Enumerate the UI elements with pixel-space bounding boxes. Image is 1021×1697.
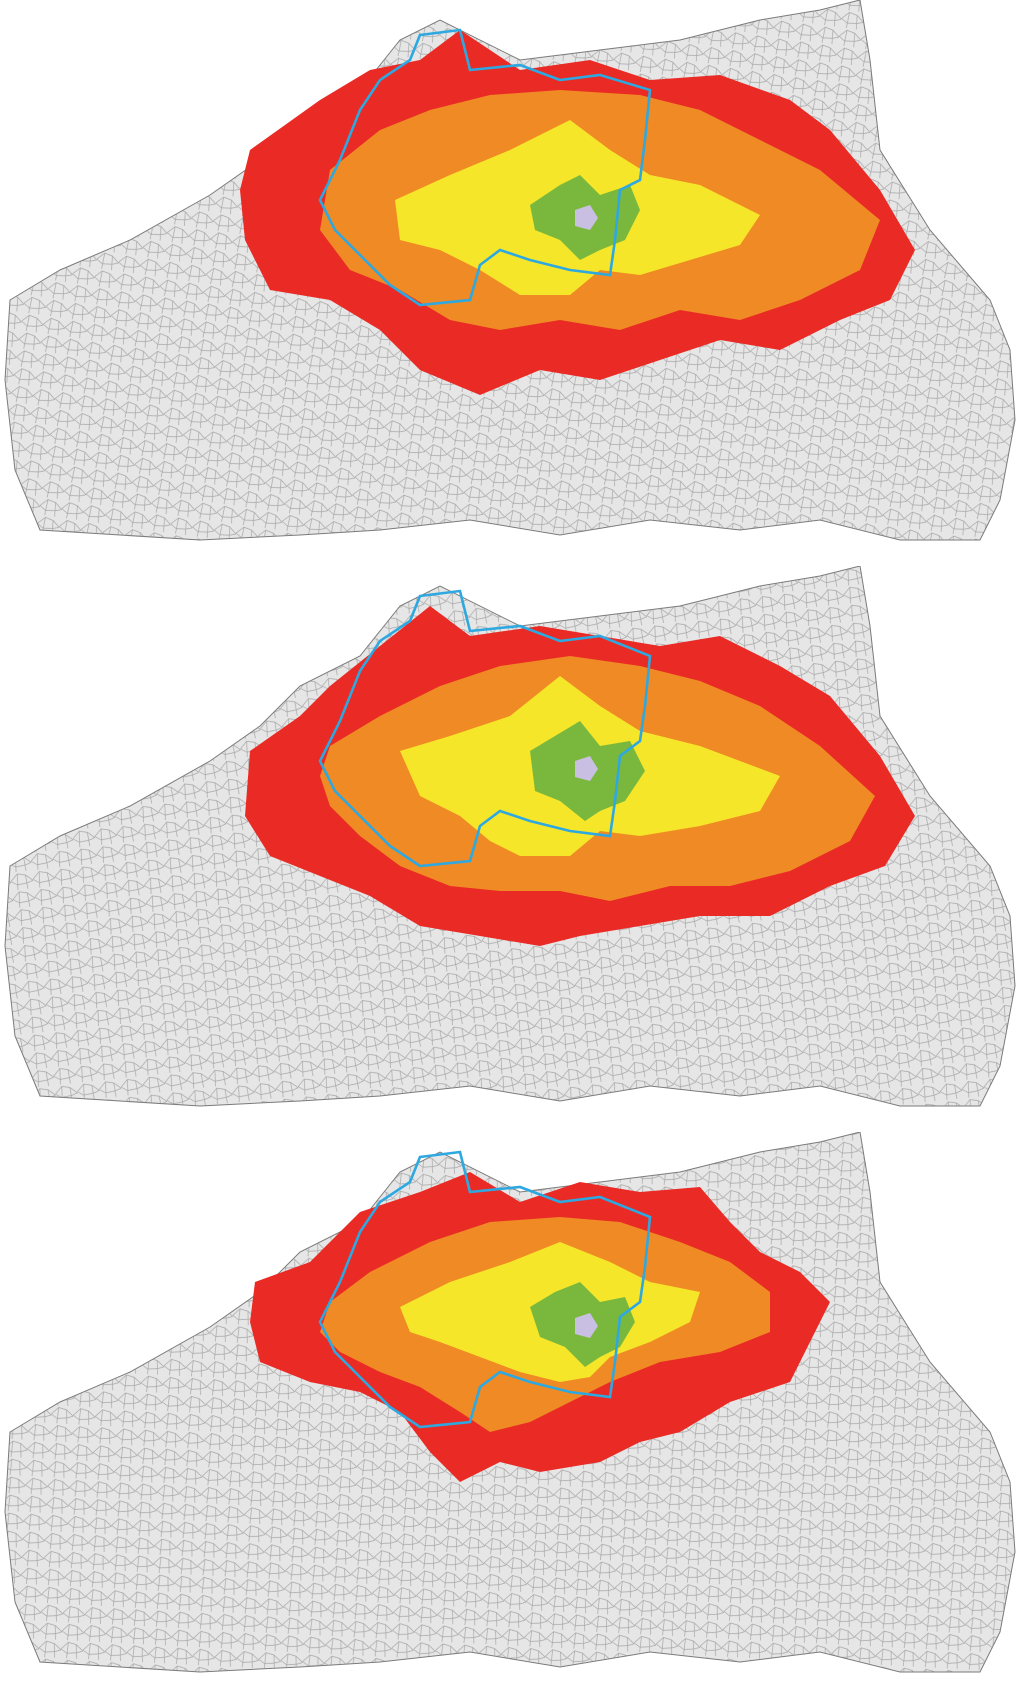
map-svg-3: [4, 1132, 1016, 1673]
boundary-line: [318, 28, 652, 307]
zone-center: [575, 756, 598, 781]
zone-center: [575, 205, 598, 230]
map-panel-1: [0, 0, 1021, 560]
map-panel-2: [0, 566, 1021, 1126]
boundary-line: [318, 589, 652, 868]
boundary-line: [318, 1150, 652, 1429]
map-svg-2: [4, 566, 1016, 1107]
zone-center: [575, 1313, 598, 1338]
map-panel-3: [0, 1132, 1021, 1692]
map-svg-1: [4, 0, 1016, 541]
